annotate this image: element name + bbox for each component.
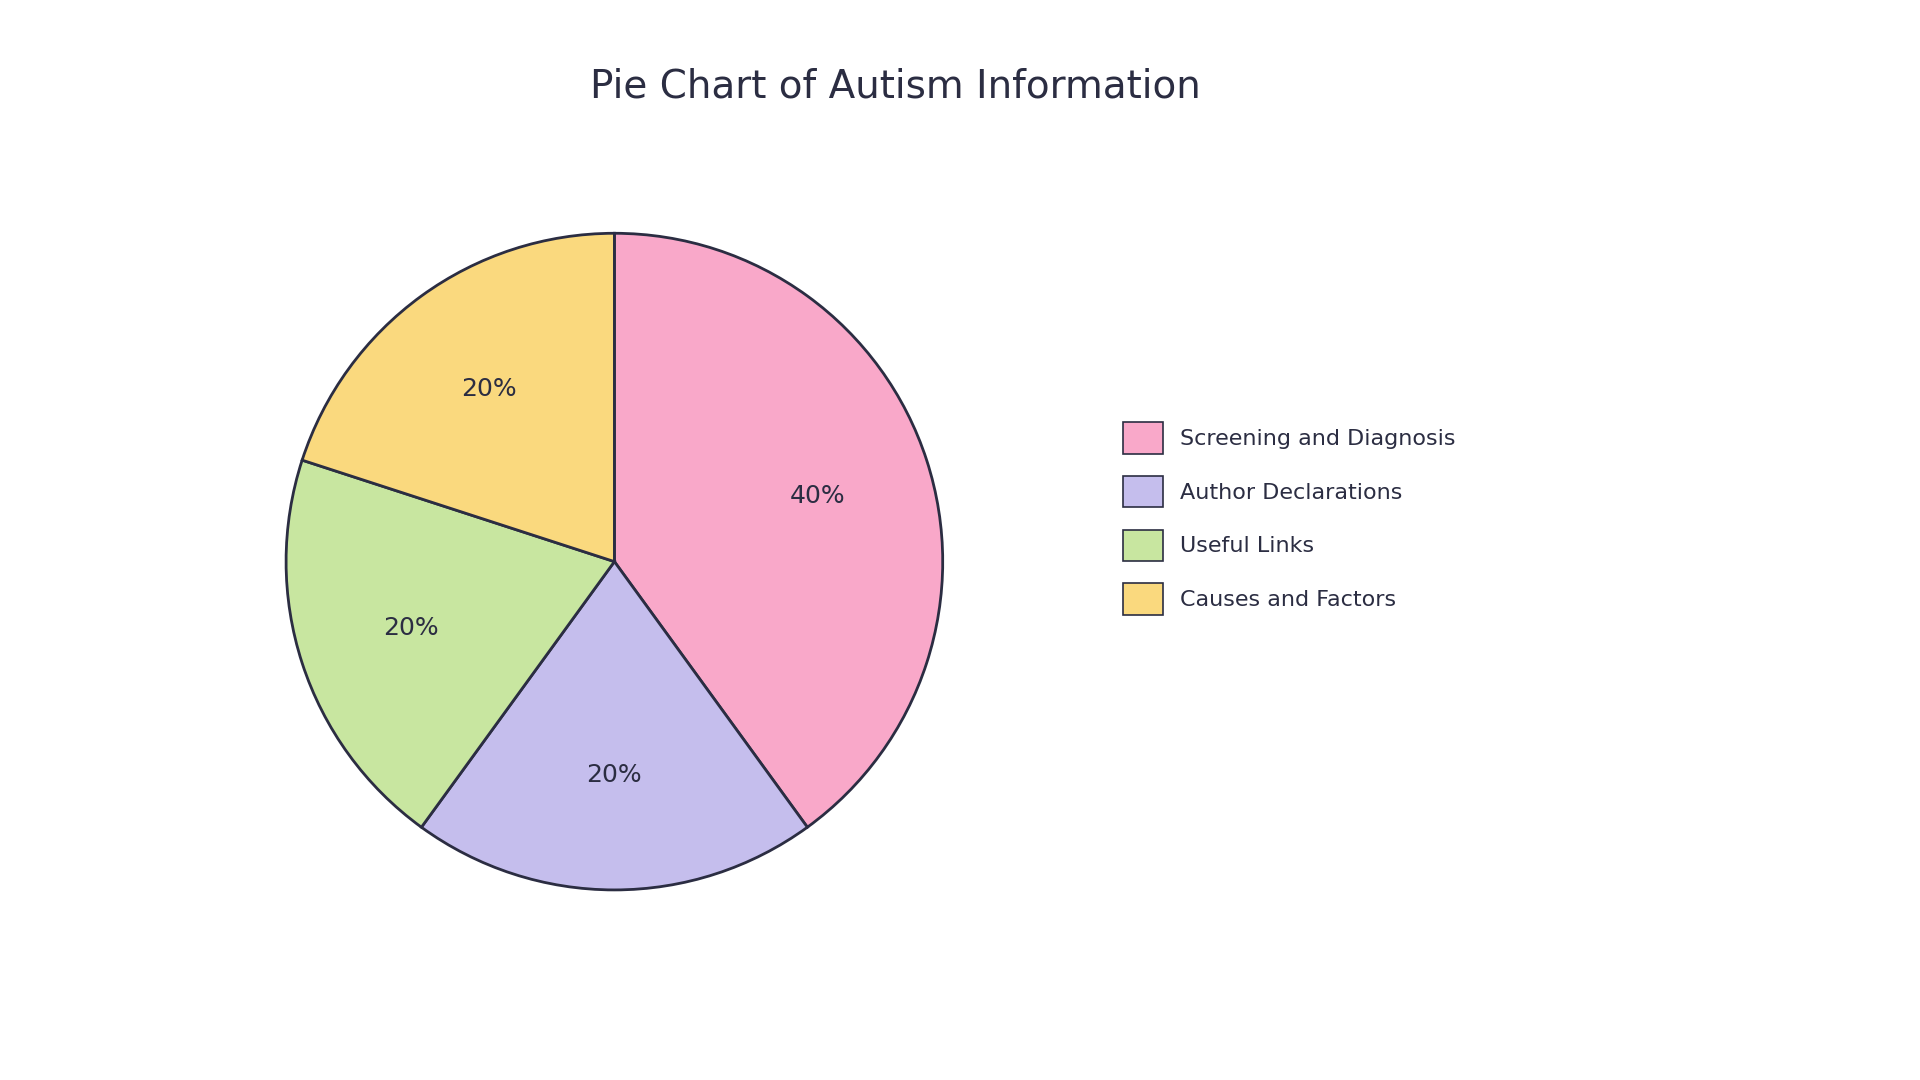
- Wedge shape: [614, 233, 943, 827]
- Wedge shape: [301, 233, 614, 562]
- Text: 20%: 20%: [461, 377, 516, 401]
- Text: 20%: 20%: [588, 762, 641, 787]
- Text: Pie Chart of Autism Information: Pie Chart of Autism Information: [589, 67, 1200, 106]
- Text: 40%: 40%: [789, 484, 845, 508]
- Wedge shape: [286, 460, 614, 827]
- Text: 20%: 20%: [384, 616, 440, 639]
- Legend: Screening and Diagnosis, Author Declarations, Useful Links, Causes and Factors: Screening and Diagnosis, Author Declarat…: [1112, 411, 1467, 625]
- Wedge shape: [420, 562, 808, 890]
